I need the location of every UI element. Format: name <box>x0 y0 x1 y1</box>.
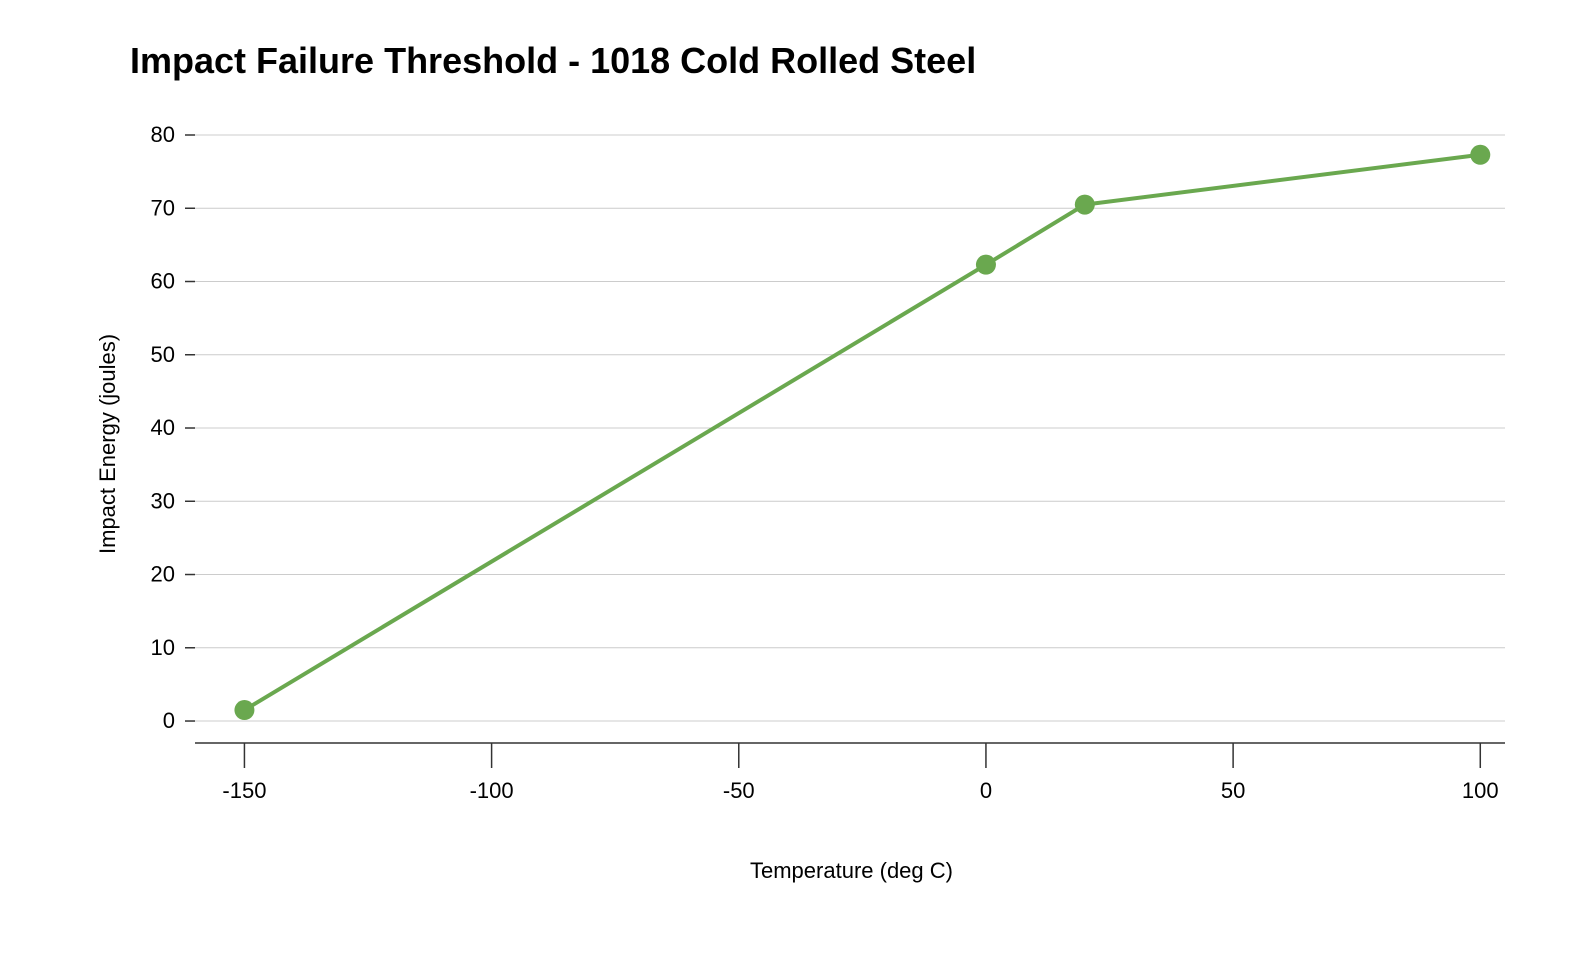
data-point <box>234 700 254 720</box>
y-tick-label: 20 <box>151 562 175 587</box>
y-tick-label: 60 <box>151 269 175 294</box>
y-tick-label: 10 <box>151 635 175 660</box>
y-tick-label: 70 <box>151 195 175 220</box>
chart-svg: -150 -100 -50 0 50 100 0 10 20 30 40 50 60 70 80 <box>0 0 1588 970</box>
x-tick-label: 50 <box>1221 778 1245 803</box>
y-tick-label: 50 <box>151 342 175 367</box>
y-tick-label: 0 <box>163 708 175 733</box>
x-tick-label: -50 <box>723 778 755 803</box>
y-tick-label: 40 <box>151 415 175 440</box>
y-tick-label: 30 <box>151 488 175 513</box>
x-tick-label: 0 <box>980 778 992 803</box>
y-tick-label: 80 <box>151 122 175 147</box>
chart-container: Impact Failure Threshold - 1018 Cold Rol… <box>0 0 1588 970</box>
series-line <box>244 155 1480 710</box>
x-tick-label: -150 <box>222 778 266 803</box>
data-point <box>976 255 996 275</box>
x-tick-label: 100 <box>1462 778 1499 803</box>
data-point <box>1470 145 1490 165</box>
x-tick-label: -100 <box>470 778 514 803</box>
data-point <box>1075 195 1095 215</box>
